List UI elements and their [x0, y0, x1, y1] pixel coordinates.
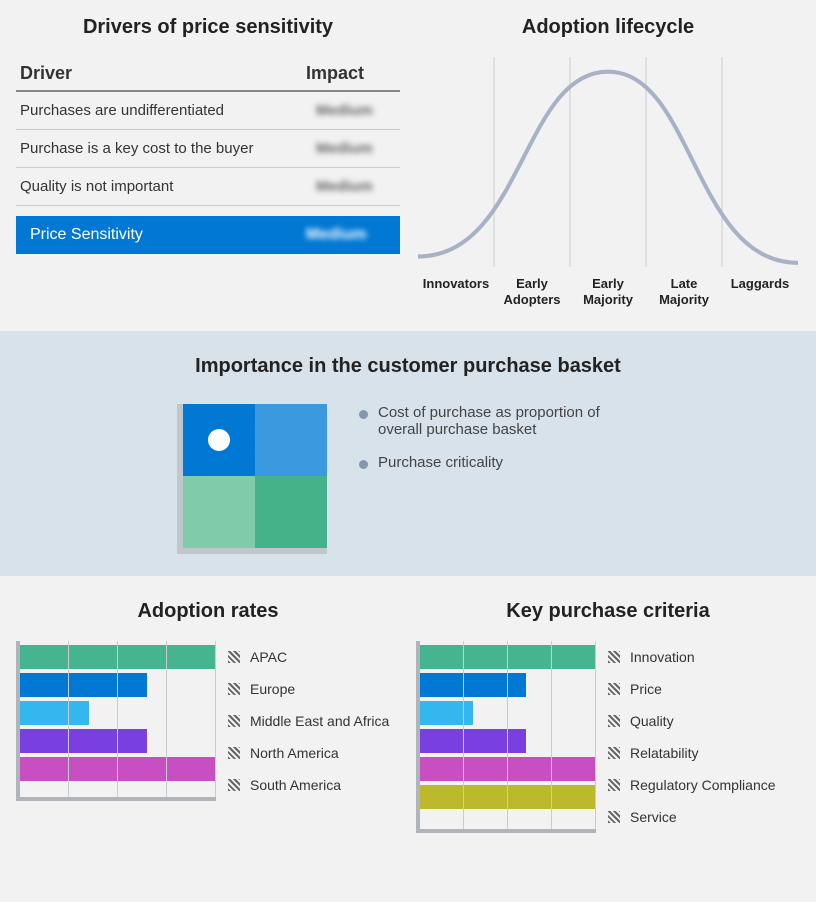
hatch-swatch-icon — [228, 651, 240, 663]
bar — [20, 729, 147, 753]
driver-label: Purchase is a key cost to the buyer — [20, 140, 316, 157]
driver-label: Quality is not important — [20, 178, 316, 195]
purchase-criteria-panel: Key purchase criteria Innovation Price Qua… — [408, 584, 808, 833]
bar — [20, 673, 147, 697]
bar — [420, 673, 526, 697]
hatch-swatch-icon — [228, 683, 240, 695]
bar-legend-item: Relatability — [608, 737, 776, 769]
basket-legend-label: Cost of purchase as proportion of overal… — [378, 404, 639, 438]
hatch-swatch-icon — [608, 651, 620, 663]
basket-legend-item: Purchase criticality — [359, 454, 639, 471]
drivers-title: Drivers of price sensitivity — [8, 0, 408, 57]
bar-legend-label: Innovation — [630, 649, 695, 665]
hatch-swatch-icon — [228, 747, 240, 759]
hatch-swatch-icon — [228, 779, 240, 791]
purchase-criteria-title: Key purchase criteria — [408, 584, 808, 641]
bar-legend-label: Price — [630, 681, 662, 697]
hatch-swatch-icon — [608, 715, 620, 727]
bar — [420, 757, 596, 781]
hatch-swatch-icon — [608, 779, 620, 791]
bar-legend-label: North America — [250, 745, 339, 761]
hatch-swatch-icon — [608, 747, 620, 759]
quadrant-bottom-right — [255, 476, 327, 548]
lifecycle-category-label: LateMajority — [646, 276, 722, 307]
drivers-header-driver: Driver — [20, 63, 306, 84]
bar-legend-item: North America — [228, 737, 389, 769]
lifecycle-chart — [418, 57, 798, 267]
bar — [420, 729, 526, 753]
drivers-table-row: Quality is not importantMedium — [16, 168, 400, 206]
driver-impact: Medium — [316, 178, 396, 195]
basket-panel: Importance in the customer purchase bask… — [0, 331, 816, 576]
drivers-summary-label: Price Sensitivity — [30, 226, 306, 244]
lifecycle-category-label: EarlyMajority — [570, 276, 646, 307]
hatch-swatch-icon — [608, 811, 620, 823]
purchase-criteria-chart: Innovation Price Quality Relatability Regula… — [408, 641, 808, 833]
drivers-panel: Drivers of price sensitivity Driver Impa… — [8, 0, 408, 307]
bar — [20, 645, 216, 669]
bar-legend-item: South America — [228, 769, 389, 801]
drivers-table-row: Purchases are undifferentiatedMedium — [16, 92, 400, 130]
bar-legend-label: South America — [250, 777, 341, 793]
basket-marker — [208, 429, 230, 451]
bar — [420, 645, 596, 669]
lifecycle-category-label: Innovators — [418, 276, 494, 307]
bar-legend-label: Service — [630, 809, 677, 825]
bar-legend: APAC Europe Middle East and Africa North Am… — [228, 641, 389, 801]
drivers-table-head: Driver Impact — [16, 57, 400, 92]
bar-legend-item: Service — [608, 801, 776, 833]
lifecycle-category-label: EarlyAdopters — [494, 276, 570, 307]
bar-legend-item: Middle East and Africa — [228, 705, 389, 737]
driver-label: Purchases are undifferentiated — [20, 102, 316, 119]
bar-legend-label: Relatability — [630, 745, 698, 761]
bar-legend-item: APAC — [228, 641, 389, 673]
basket-legend-item: Cost of purchase as proportion of overal… — [359, 404, 639, 438]
quadrant-top-right — [255, 404, 327, 476]
bar-legend-label: APAC — [250, 649, 287, 665]
adoption-rates-chart: APAC Europe Middle East and Africa North Am… — [8, 641, 408, 801]
basket-legend: Cost of purchase as proportion of overal… — [359, 404, 639, 487]
drivers-summary-impact: Medium — [306, 226, 386, 244]
bar-legend-label: Europe — [250, 681, 295, 697]
basket-quadrant-chart — [177, 404, 327, 554]
bar-legend-label: Quality — [630, 713, 674, 729]
bar-legend: Innovation Price Quality Relatability Regula… — [608, 641, 776, 833]
bullet-icon — [359, 460, 368, 469]
drivers-table: Driver Impact Purchases are undifferenti… — [16, 57, 400, 254]
bar — [20, 757, 216, 781]
hatch-swatch-icon — [228, 715, 240, 727]
drivers-summary-row: Price Sensitivity Medium — [16, 216, 400, 254]
bars-area — [416, 641, 596, 833]
adoption-rates-panel: Adoption rates APAC Europe Middle East and… — [8, 584, 408, 833]
lifecycle-axis-labels: InnovatorsEarlyAdoptersEarlyMajorityLate… — [418, 276, 798, 307]
basket-legend-label: Purchase criticality — [378, 454, 503, 471]
bullet-icon — [359, 410, 368, 419]
hatch-swatch-icon — [608, 683, 620, 695]
bar — [20, 701, 89, 725]
bar-legend-label: Regulatory Compliance — [630, 777, 776, 793]
bar-legend-item: Quality — [608, 705, 776, 737]
driver-impact: Medium — [316, 102, 396, 119]
basket-title: Importance in the customer purchase bask… — [0, 339, 816, 396]
bar — [420, 701, 473, 725]
lifecycle-category-label: Laggards — [722, 276, 798, 307]
adoption-rates-title: Adoption rates — [8, 584, 408, 641]
driver-impact: Medium — [316, 140, 396, 157]
bars-area — [16, 641, 216, 801]
bar-legend-item: Regulatory Compliance — [608, 769, 776, 801]
bar-legend-item: Innovation — [608, 641, 776, 673]
bar-legend-item: Price — [608, 673, 776, 705]
lifecycle-title: Adoption lifecycle — [408, 0, 808, 57]
drivers-header-impact: Impact — [306, 63, 396, 84]
lifecycle-panel: Adoption lifecycle InnovatorsEarlyAdopte… — [408, 0, 808, 307]
drivers-table-row: Purchase is a key cost to the buyerMediu… — [16, 130, 400, 168]
bar-legend-item: Europe — [228, 673, 389, 705]
quadrant-bottom-left — [183, 476, 255, 548]
bar — [420, 785, 596, 809]
bar-legend-label: Middle East and Africa — [250, 713, 389, 729]
